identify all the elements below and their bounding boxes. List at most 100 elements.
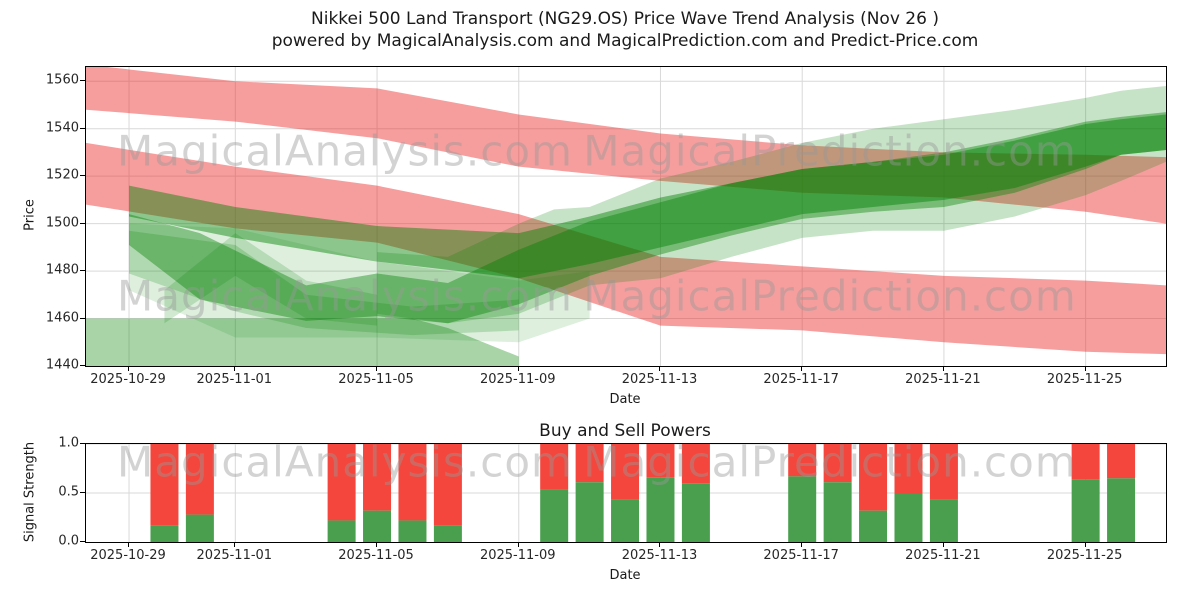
sell-bar	[929, 444, 958, 500]
price-xtick-mark	[659, 366, 661, 371]
signal-xtick-mark	[801, 542, 803, 547]
price-xtick-mark	[517, 366, 519, 371]
price-ytick-mark	[80, 127, 85, 129]
price-ytick-mark	[80, 317, 85, 319]
band-resistance-lower	[86, 142, 1166, 355]
signal-xtick-label: 2025-11-25	[1046, 548, 1123, 563]
signal-xtick-mark	[517, 542, 519, 547]
price-xtick-label: 2025-11-25	[1046, 372, 1123, 387]
price-xtick-label: 2025-11-13	[621, 372, 698, 387]
chart-subtitle: powered by MagicalAnalysis.com and Magic…	[271, 31, 979, 51]
sell-bar	[646, 444, 675, 478]
price-xtick-mark	[1084, 366, 1086, 371]
signal-ytick-label: 1.0	[58, 435, 79, 451]
price-ytick-label: 1560	[45, 72, 79, 88]
buy-bar	[363, 510, 392, 542]
sell-bar	[823, 444, 852, 483]
band-resistance-upper	[86, 67, 1166, 224]
band-support-wedge-b	[164, 233, 378, 326]
band-trend-wave-main	[129, 112, 1166, 324]
price-ytick-label: 1540	[45, 120, 79, 136]
price-xlabel: Date	[609, 392, 641, 407]
sell-bar	[363, 444, 392, 511]
signal-xtick-mark	[659, 542, 661, 547]
chart-title: Nikkei 500 Land Transport (NG29.OS) Pric…	[311, 9, 939, 29]
buy-bar	[646, 477, 675, 542]
price-ytick-label: 1440	[45, 357, 79, 373]
price-xtick-mark	[801, 366, 803, 371]
buy-bar	[823, 482, 852, 542]
buy-bar	[185, 514, 214, 542]
signal-xtick-mark	[128, 542, 130, 547]
buy-bar	[611, 499, 640, 542]
signal-chart-area	[85, 443, 1167, 543]
buy-bar	[150, 525, 179, 542]
buy-bar	[1107, 478, 1136, 542]
sell-bar	[185, 444, 214, 515]
sell-bar	[150, 444, 179, 526]
signal-xtick-mark	[376, 542, 378, 547]
sell-bar	[398, 444, 427, 521]
price-ytick-label: 1460	[45, 310, 79, 326]
band-support-halo	[129, 223, 590, 343]
price-ytick-mark	[80, 365, 85, 366]
price-xtick-mark	[376, 366, 378, 371]
signal-xtick-label: 2025-11-17	[763, 548, 839, 563]
sell-bar	[327, 444, 356, 521]
buy-bar	[681, 483, 710, 542]
sell-bar	[788, 444, 817, 477]
buy-bar	[929, 499, 958, 542]
sell-bar	[433, 444, 462, 526]
signal-xtick-mark	[1084, 542, 1086, 547]
sell-bar	[859, 444, 888, 511]
signal-xtick-mark	[942, 542, 944, 547]
price-ytick-mark	[80, 270, 85, 272]
price-ytick-label: 1480	[45, 262, 79, 278]
price-xtick-label: 2025-11-01	[196, 372, 273, 387]
signal-chart-svg	[86, 444, 1166, 542]
buy-bar	[894, 493, 923, 542]
price-ytick-label: 1520	[45, 167, 79, 183]
band-trend-wave-outer	[377, 85, 1166, 324]
sell-bar	[1071, 444, 1100, 480]
signal-chart-title: Buy and Sell Powers	[539, 421, 711, 441]
price-xtick-label: 2025-11-05	[338, 372, 414, 387]
sell-bar	[575, 444, 604, 483]
buy-bar	[398, 520, 427, 542]
signal-xtick-label: 2025-11-09	[479, 548, 556, 563]
buy-bar	[327, 520, 356, 542]
band-trend-wave-core	[129, 114, 1166, 279]
price-xtick-mark	[128, 366, 130, 371]
signal-ytick-mark	[80, 492, 85, 493]
band-support-base	[86, 318, 519, 366]
signal-xtick-label: 2025-11-13	[621, 548, 698, 563]
signal-ytick-mark	[80, 443, 85, 444]
price-xtick-label: 2025-11-09	[479, 372, 556, 387]
signal-xtick-label: 2025-11-05	[338, 548, 414, 563]
buy-bar	[575, 482, 604, 542]
band-support-wedge-a	[129, 230, 519, 336]
sell-bar	[611, 444, 640, 500]
price-ytick-mark	[80, 222, 85, 224]
price-xtick-label: 2025-11-21	[905, 372, 981, 387]
sell-bar	[540, 444, 569, 490]
price-xtick-label: 2025-11-17	[763, 372, 839, 387]
price-chart-area	[85, 66, 1167, 367]
signal-xtick-label: 2025-11-21	[905, 548, 981, 563]
buy-bar	[1071, 479, 1100, 542]
sell-bar	[894, 444, 923, 494]
signal-ytick-mark	[80, 541, 85, 542]
price-xtick-mark	[942, 366, 944, 371]
signal-ytick-label: 0.5	[58, 484, 79, 500]
signal-xtick-label: 2025-11-01	[196, 548, 273, 563]
signal-xtick-mark	[234, 542, 236, 547]
buy-bar	[433, 525, 462, 542]
price-ytick-mark	[80, 175, 85, 177]
signal-ytick-label: 0.0	[58, 533, 79, 549]
price-chart-svg	[86, 67, 1166, 366]
signal-xtick-label: 2025-10-29	[90, 548, 166, 563]
sell-bar	[1107, 444, 1136, 479]
signal-xlabel: Date	[609, 568, 641, 583]
sell-bar	[681, 444, 710, 484]
